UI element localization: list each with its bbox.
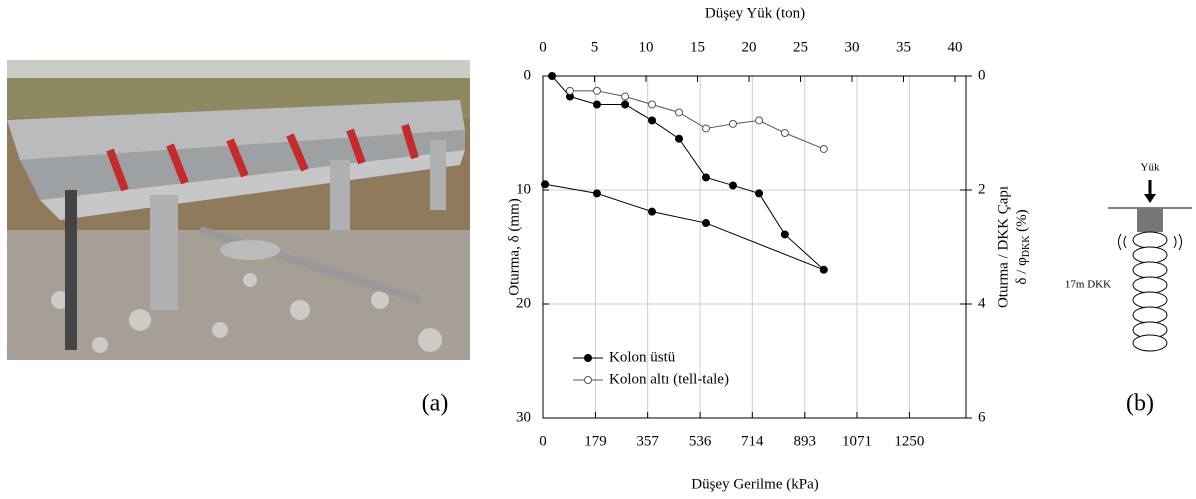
- diagram-load: Yük: [1141, 162, 1160, 174]
- panel-label: (a): [422, 391, 449, 417]
- data-point: [675, 134, 684, 143]
- y-axis-label: Oturma, δ (mm): [506, 198, 522, 295]
- x2-tick-label: 15: [690, 39, 705, 55]
- data-point: [701, 173, 710, 182]
- y2-axis-label: Oturma / DKK Çapı: [995, 186, 1011, 308]
- data-point: [592, 86, 601, 95]
- x-tick-label: 357: [636, 433, 659, 449]
- data-point: [541, 180, 550, 189]
- x2-tick-label: 0: [539, 39, 547, 55]
- data-point: [548, 72, 557, 80]
- y-tick-label: 0: [524, 67, 532, 83]
- y2-tick-label: 6: [978, 409, 986, 425]
- x2-tick-label: 20: [741, 39, 756, 55]
- x2-axis-label: Düşey Yük (ton): [705, 5, 805, 21]
- y2-tick-label: 4: [978, 295, 986, 311]
- data-point: [780, 230, 789, 239]
- y-tick-label: 20: [516, 295, 531, 311]
- data-point: [728, 119, 737, 128]
- data-point: [648, 207, 657, 216]
- photo: (a): [7, 60, 470, 417]
- y2-tick-label: 0: [978, 67, 986, 83]
- data-point: [565, 86, 574, 95]
- data-point: [621, 100, 630, 109]
- legend-marker: [584, 354, 592, 362]
- plot-frame: [542, 75, 967, 419]
- x-tick-label: 1250: [894, 433, 924, 449]
- panel-label: (b): [1126, 391, 1154, 417]
- y2-label-sub: DKK: [1021, 235, 1032, 257]
- y2-axis-label: δ / φDKK (%): [1014, 209, 1032, 284]
- data-point: [621, 92, 630, 101]
- data-point: [675, 108, 684, 117]
- data-point: [701, 219, 710, 228]
- y2-tick-label: 2: [978, 181, 986, 197]
- diagram-column: 17m DKK: [1065, 279, 1111, 291]
- data-point: [755, 116, 764, 125]
- data-point: [728, 181, 737, 190]
- legend-label: Kolon altı (tell-tale): [609, 371, 729, 387]
- x2-tick-label: 35: [896, 39, 911, 55]
- x-tick-label: 893: [794, 433, 817, 449]
- x2-tick-label: 10: [638, 39, 653, 55]
- x-tick-label: 536: [689, 433, 712, 449]
- x-tick-label: 179: [584, 433, 607, 449]
- y-tick-label: 30: [516, 409, 531, 425]
- data-point: [701, 124, 710, 133]
- x2-tick-label: 30: [844, 39, 859, 55]
- data-point: [592, 189, 601, 198]
- legend-label: Kolon üstü: [609, 349, 676, 365]
- data-point: [592, 100, 601, 109]
- data-point: [819, 144, 828, 153]
- data-point: [648, 100, 657, 109]
- legend-marker: [584, 376, 592, 384]
- data-point: [819, 265, 828, 274]
- x-axis-label: Düşey Gerilme (kPa): [691, 476, 818, 492]
- x-tick-label: 714: [741, 433, 764, 449]
- x2-tick-label: 40: [947, 39, 962, 55]
- data-point: [755, 189, 764, 198]
- x2-tick-label: 25: [793, 39, 808, 55]
- data-point: [648, 116, 657, 125]
- y-tick-label: 10: [516, 181, 531, 197]
- series-line: [569, 90, 825, 150]
- series-line: [544, 75, 825, 271]
- x2-tick-label: 5: [591, 39, 599, 55]
- y2-label-part: (%): [1014, 209, 1030, 235]
- data-point: [780, 129, 789, 137]
- x-tick-label: 0: [539, 433, 547, 449]
- y2-label-part: δ / φ: [1014, 257, 1030, 285]
- x-tick-label: 1071: [842, 433, 872, 449]
- diagram: Yük 17m DKK (b): [1065, 162, 1192, 417]
